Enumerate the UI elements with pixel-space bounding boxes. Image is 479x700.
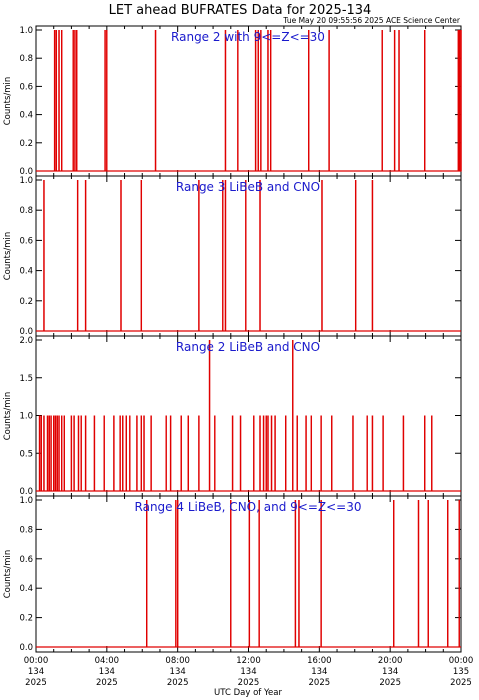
y-tick-label: 0.0 (19, 167, 33, 177)
x-tick-year: 2025 (309, 678, 331, 688)
y-tick-label: 0.4 (19, 584, 33, 594)
series-line (36, 180, 461, 332)
x-tick-doy: 135 (453, 667, 469, 677)
x-tick-time: 04:00 (95, 656, 120, 666)
y-tick-label: 1.0 (19, 496, 33, 506)
x-tick-year: 2025 (450, 678, 472, 688)
y-tick-label: 0.2 (19, 614, 33, 624)
y-tick-label: 1.0 (19, 176, 33, 186)
x-tick-time: 08:00 (165, 656, 190, 666)
panel-4: 0.0 0.2 0.4 0.6 0.8 1.0 Counts/min Range 4 LiBe… (3, 495, 462, 653)
y-tick-label: 0.0 (19, 327, 33, 337)
panel-label: Range 3 LiBeB and CNO (176, 180, 320, 194)
x-tick-time: 00:00 (449, 656, 474, 666)
y-tick-label: 0.5 (19, 449, 33, 459)
panel-label: Range 4 LiBeB, CNO, and 9<=Z<=30 (135, 500, 362, 514)
y-tick-label: 0.8 (19, 525, 33, 535)
panel-frame (35, 335, 462, 497)
y-tick-label: 1.0 (19, 26, 33, 36)
y-tick-label: 1.5 (19, 374, 33, 384)
series-line (36, 340, 461, 492)
y-tick-label: 0.0 (19, 487, 33, 497)
x-tick-labels: 00:00134202504:00134202508:00134202512:0… (24, 656, 474, 688)
panel-frame (35, 25, 462, 177)
panel-frame (35, 175, 462, 337)
x-tick-doy: 134 (28, 667, 44, 677)
x-tick-year: 2025 (238, 678, 260, 688)
y-tick-label: 0.8 (19, 54, 33, 64)
y-tick-label: 0.6 (19, 555, 33, 565)
x-tick-doy: 134 (311, 667, 327, 677)
x-tick-doy: 134 (170, 667, 186, 677)
y-axis-label: Counts/min (3, 232, 13, 281)
x-axis-label: UTC Day of Year (214, 688, 282, 698)
y-axis-label: Counts/min (3, 392, 13, 441)
x-tick-time: 20:00 (378, 656, 403, 666)
x-tick-year: 2025 (96, 678, 118, 688)
x-tick-time: 12:00 (236, 656, 261, 666)
y-tick-label: 0.4 (19, 267, 33, 277)
panels: 0.0 0.2 0.4 0.6 0.8 1.0 Counts/min Range 2 with… (3, 25, 462, 653)
panel-1: 0.0 0.2 0.4 0.6 0.8 1.0 Counts/min Range 2 with… (3, 25, 462, 177)
y-axis-label: Counts/min (3, 77, 13, 126)
x-tick-year: 2025 (25, 678, 47, 688)
y-tick-label: 0.8 (19, 206, 33, 216)
panel-label: Range 2 LiBeB and CNO (176, 340, 320, 354)
x-tick-time: 16:00 (307, 656, 332, 666)
series-line (36, 500, 461, 648)
y-tick-label: 0.2 (19, 297, 33, 307)
y-tick-label: 0.6 (19, 82, 33, 92)
panel-frame (35, 495, 462, 653)
panel-2: 0.0 0.2 0.4 0.6 0.8 1.0 Counts/min Range 3 LiBe… (3, 175, 462, 337)
y-tick-label: 1.0 (19, 412, 33, 422)
chart-title: LET ahead BUFRATES Data for 2025-134 (109, 3, 372, 18)
x-tick-doy: 134 (382, 667, 398, 677)
y-tick-label: 0.2 (19, 139, 33, 149)
x-tick-year: 2025 (167, 678, 189, 688)
y-axis-label: Counts/min (3, 550, 13, 599)
y-tick-label: 0.4 (19, 111, 33, 121)
x-tick-year: 2025 (379, 678, 401, 688)
x-tick-time: 00:00 (24, 656, 49, 666)
panel-3: 0.0 0.5 1.0 1.5 2.0 Counts/min Range 2 LiBeB a… (3, 335, 462, 497)
y-tick-label: 2.0 (19, 336, 33, 346)
series-line (36, 30, 462, 172)
x-tick-doy: 134 (99, 667, 115, 677)
x-tick-doy: 134 (240, 667, 256, 677)
y-tick-label: 0.0 (19, 643, 33, 653)
y-tick-label: 0.6 (19, 236, 33, 246)
panel-label: Range 2 with 9<=Z<=30 (171, 30, 325, 44)
timestamp: Tue May 20 09:55:56 2025 ACE Science Cen… (282, 16, 461, 25)
